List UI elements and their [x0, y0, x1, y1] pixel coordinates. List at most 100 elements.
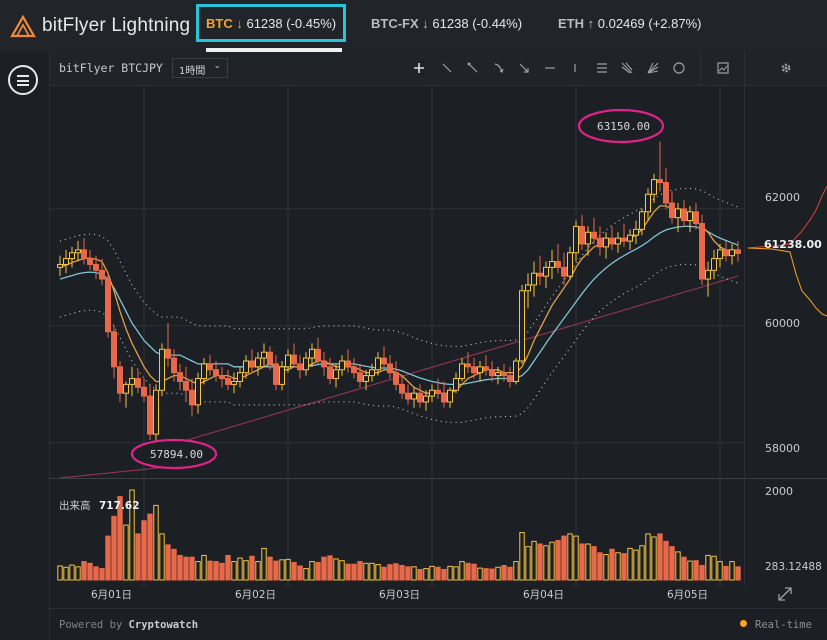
volume-bar	[561, 535, 567, 581]
volume-bar	[501, 565, 507, 581]
horizontal-line-icon[interactable]	[543, 61, 557, 75]
candle-body	[633, 228, 639, 236]
circle-icon[interactable]	[672, 61, 686, 75]
volume-bar	[663, 540, 669, 581]
fan-icon[interactable]	[646, 61, 660, 75]
volume-bar	[459, 561, 465, 581]
volume-bar	[213, 561, 219, 581]
ticker-eth[interactable]: ETH ↑ 0.02469 (+2.87%)	[558, 16, 702, 31]
screenshot-icon[interactable]	[716, 61, 730, 75]
candle-body	[135, 378, 141, 388]
pitchfork-icon[interactable]	[620, 61, 634, 75]
ticker-btc-fx[interactable]: BTC-FX ↓ 61238 (-0.44%)	[371, 16, 522, 31]
ticker-price: 61238	[432, 16, 469, 31]
price-chart[interactable]: 62000 60000 58000 61238.00 2000 283.1248…	[50, 86, 827, 640]
crosshair-icon[interactable]	[412, 61, 426, 75]
order-depth	[747, 185, 827, 317]
volume-bar	[321, 556, 327, 581]
candle-body	[597, 237, 603, 248]
candle-body	[399, 383, 405, 394]
volume-bar	[723, 565, 729, 581]
volume-bar	[57, 565, 63, 581]
high-annotation-text: 63150.00	[597, 120, 650, 133]
ticker-price: 61238	[246, 16, 283, 31]
ray-icon[interactable]	[466, 61, 480, 75]
x-axis-label-jun02: 6月02日	[235, 589, 276, 601]
candle-body	[393, 372, 399, 385]
ticker-price: 0.02469	[597, 16, 645, 31]
volume-bar	[405, 566, 411, 581]
candle-body	[303, 357, 309, 371]
expand-icon[interactable]	[778, 587, 792, 601]
candle-body	[675, 208, 681, 219]
volume-bar	[489, 568, 495, 581]
volume-bar	[357, 561, 363, 581]
candle-body	[153, 389, 159, 435]
candle-body	[489, 369, 495, 377]
volume-bar	[465, 562, 471, 581]
hamburger-menu-icon[interactable]	[8, 65, 38, 95]
volume-bar	[657, 533, 663, 581]
volume-bars	[57, 489, 741, 581]
volume-bar	[687, 560, 693, 581]
arrow-down-right-icon[interactable]	[517, 61, 531, 75]
volume-bar	[711, 555, 717, 581]
line-icon[interactable]	[440, 61, 454, 75]
candle-body	[147, 395, 153, 435]
candle-body	[225, 378, 231, 385]
powered-by-brand[interactable]: Cryptowatch	[128, 619, 199, 631]
volume-bar	[717, 561, 723, 581]
volume-bar	[153, 504, 159, 581]
logo[interactable]: bitFlyer Lightning	[10, 12, 190, 40]
status-dot-icon	[740, 620, 747, 627]
candle-body	[711, 258, 717, 271]
volume-bar	[543, 545, 549, 581]
low-annotation-ellipse	[130, 438, 218, 470]
channel-icon[interactable]	[595, 61, 609, 75]
volume-bar	[411, 566, 417, 581]
arrow-down-icon: ↓	[422, 16, 429, 31]
volume-bar	[651, 536, 657, 581]
candle-body	[705, 269, 711, 280]
candle-body	[219, 375, 225, 380]
ticker-symbol: BTC-FX	[371, 16, 419, 31]
x-axis-label-jun03: 6月03日	[379, 589, 420, 601]
ticker-symbol: BTC	[206, 16, 233, 31]
candle-body	[627, 234, 633, 242]
volume-bar	[387, 564, 393, 581]
volume-bar	[579, 543, 585, 581]
active-ticker-underline	[206, 48, 342, 52]
volume-bar	[375, 564, 381, 581]
volume-bar	[597, 552, 603, 581]
volume-bar	[261, 547, 267, 581]
gear-icon[interactable]	[779, 61, 793, 75]
volume-axis-label-current: 283.12488	[765, 561, 822, 573]
candle-body	[579, 225, 585, 245]
candle-body	[321, 360, 327, 368]
volume-bar	[603, 554, 609, 581]
volume-bar	[237, 557, 243, 581]
volume-bar	[483, 568, 489, 581]
volume-bar	[231, 561, 237, 581]
candle-body	[261, 351, 267, 359]
volume-bar	[477, 567, 483, 581]
candle-body	[333, 369, 339, 380]
powered-by-label: Powered by	[59, 619, 123, 631]
candle-body	[339, 360, 345, 371]
ticker-change: (-0.44%)	[472, 16, 523, 31]
arrow-up-icon: ↑	[587, 16, 595, 31]
candle-body	[243, 360, 249, 374]
vertical-line-icon[interactable]	[568, 61, 582, 75]
timeframe-select[interactable]: 1時間 ⌄	[172, 58, 228, 78]
volume-bar	[399, 565, 405, 581]
chevron-down-icon: ⌄	[213, 61, 221, 71]
volume-bar	[165, 544, 171, 581]
arrow-curve-icon[interactable]	[492, 61, 506, 75]
candle-body	[207, 363, 213, 371]
ticker-btc[interactable]: BTC ↓ 61238 (-0.45%)	[206, 16, 336, 31]
candle-body	[315, 348, 321, 362]
candle-body	[669, 202, 675, 219]
candle-body	[369, 369, 375, 377]
candle-body	[615, 237, 621, 245]
volume-bar	[429, 565, 435, 581]
